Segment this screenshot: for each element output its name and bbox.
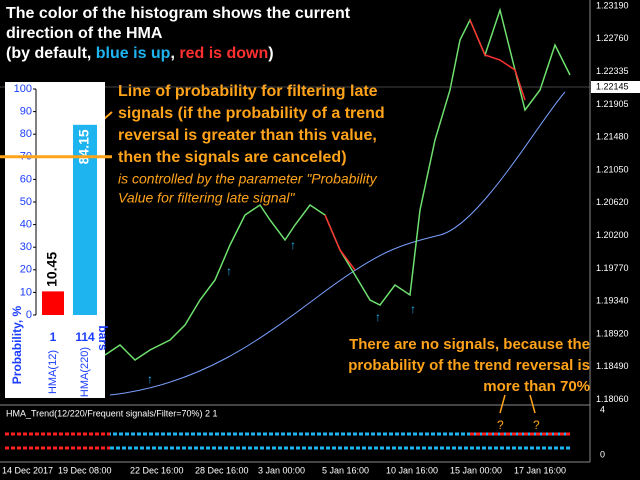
price-label: 1.21480 — [596, 132, 629, 142]
bar-count: 114 — [75, 330, 95, 344]
text: blue is up — [96, 45, 171, 62]
filter-note: Line of probability for filtering late si… — [118, 83, 385, 205]
price-label: 1.23190 — [596, 0, 629, 10]
price-label: 1.22760 — [596, 33, 629, 43]
axes: 1.23190 1.22760 1.22335 1.21905 1.21480 1.210… — [2, 0, 629, 475]
y-tick-label: 100 — [14, 83, 32, 95]
text: ) — [268, 45, 273, 62]
note-line: Line of probability for filtering late — [118, 83, 378, 100]
arrow: ↑ — [147, 372, 153, 386]
marker: ? — [497, 418, 504, 432]
pointer-arrows — [499, 394, 536, 414]
y-tick-label: 30 — [20, 241, 32, 253]
note-line: reversal is greater than this value, — [118, 127, 377, 144]
price-label: 1.18920 — [596, 328, 629, 338]
bar-count: 1 — [50, 330, 57, 344]
marker: ? — [533, 418, 540, 432]
price-label: 1.19340 — [596, 296, 629, 306]
arrow: ↑ — [226, 264, 232, 278]
time-label: 5 Jan 16:00 — [322, 465, 369, 475]
header-line: The color of the histogram shows the cur… — [6, 5, 351, 22]
note-line: There are no signals, because the — [349, 336, 590, 353]
hma-down — [324, 214, 356, 271]
price-label: 1.21905 — [596, 99, 629, 109]
text: red is down — [179, 45, 268, 62]
time-label: 19 Dec 08:00 — [58, 465, 112, 475]
current-price: 1.22145 — [596, 81, 629, 91]
y-tick-label: 0 — [26, 309, 32, 321]
signal-arrows: ↑ ↑ ↑ ↑ ↑ — [147, 238, 416, 386]
price-label: 1.18060 — [596, 394, 629, 404]
value-label: 84.15 — [76, 129, 92, 164]
no-signal-note: There are no signals, because the probabi… — [348, 336, 590, 395]
arrow: ↑ — [290, 238, 296, 252]
note-line: is controlled by the parameter "Probabil… — [118, 171, 378, 187]
y-tick-label: 50 — [20, 196, 32, 208]
note-line: Value for filtering late signal" — [118, 190, 295, 206]
arrow: ↑ — [410, 302, 416, 316]
current-price-box — [591, 81, 640, 93]
indicator-label: HMA_Trend(12/220/Frequent signals/Filter… — [6, 408, 218, 418]
text: , — [170, 45, 179, 62]
arrow: ↑ — [375, 310, 381, 324]
price-label: 1.20200 — [596, 230, 629, 240]
text: (by default, — [6, 45, 96, 62]
time-label: 28 Dec 16:00 — [195, 465, 249, 475]
bar — [42, 291, 64, 315]
y-tick-label: 10 — [20, 286, 32, 298]
time-label: 15 Jan 00:00 — [450, 465, 502, 475]
note-line: signals (if the probability of a trend — [118, 105, 385, 122]
value-label: 10.45 — [44, 252, 60, 287]
bar-name: HMA(220) — [79, 347, 91, 397]
price-label: 1.20620 — [596, 197, 629, 207]
note-line: then the signals are canceled) — [118, 149, 347, 166]
y-tick-label: 20 — [20, 264, 32, 276]
y-tick-label: 80 — [20, 128, 32, 140]
price-label: 1.22335 — [596, 66, 629, 76]
time-label: 14 Dec 2017 — [2, 465, 53, 475]
y-tick-label: 60 — [20, 173, 32, 185]
probability-chart: 0102030405060708090100Probability, %10.4… — [0, 83, 112, 397]
bars-label: bars — [96, 325, 110, 351]
indicator-axis: 4 — [600, 404, 605, 414]
hma-down — [469, 19, 526, 101]
price-label: 1.21050 — [596, 164, 629, 174]
indicator-axis: 0 — [600, 449, 605, 459]
note-line: more than 70% — [483, 378, 590, 395]
header-line: direction of the HMA — [6, 25, 163, 42]
bar-name: HMA(12) — [47, 350, 59, 394]
header-line: (by default, blue is up, red is down) — [6, 45, 274, 62]
time-label: 3 Jan 00:00 — [258, 465, 305, 475]
moving-average — [109, 91, 566, 396]
time-label: 17 Jan 16:00 — [514, 465, 566, 475]
time-label: 22 Dec 16:00 — [130, 465, 184, 475]
price-label: 1.18490 — [596, 361, 629, 371]
y-tick-label: 40 — [20, 219, 32, 231]
y-tick-label: 90 — [20, 106, 32, 118]
axis-label: Probability, % — [10, 305, 24, 384]
note-line: probability of the trend reversal is — [348, 357, 590, 374]
price-label: 1.19770 — [596, 263, 629, 273]
time-label: 10 Jan 16:00 — [386, 465, 438, 475]
price-line — [104, 7, 571, 361]
